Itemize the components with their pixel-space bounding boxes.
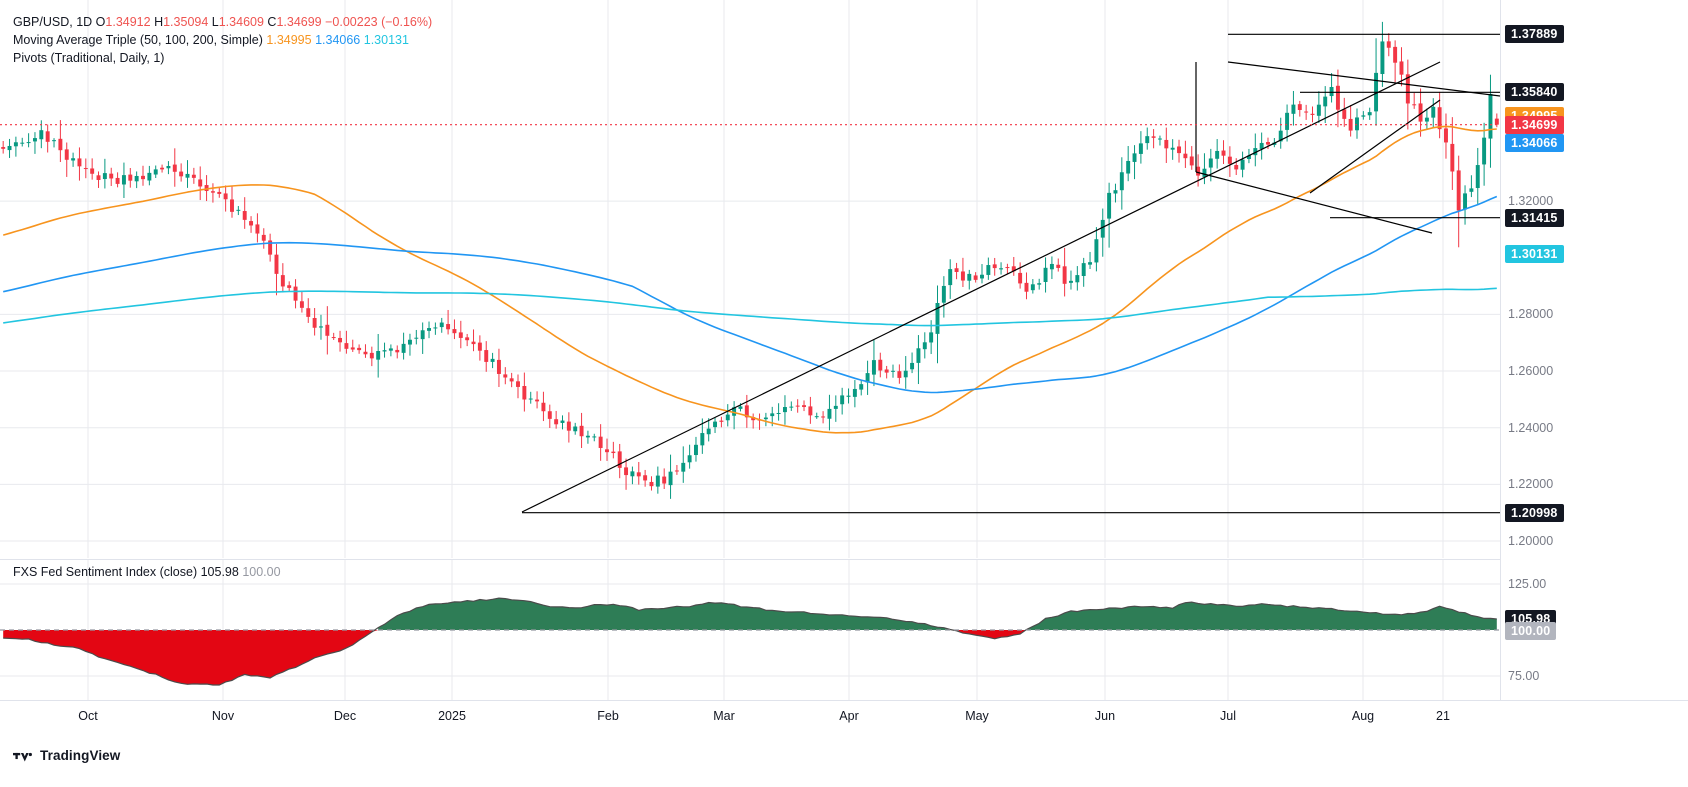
time-label-May: May [965,709,989,723]
tradingview-brand: TradingView [40,748,121,763]
sentiment-legend-title[interactable]: FXS Fed Sentiment Index (close) [13,565,198,579]
pane-divider [0,559,1500,560]
time-label-Mar: Mar [713,709,735,723]
sentiment-value: 105.98 [200,565,239,579]
ma-legend-title[interactable]: Moving Average Triple (50, 100, 200, Sim… [13,33,263,47]
main-legend[interactable]: GBP/USD, 1D O1.34912 H1.35094 L1.34609 C… [13,14,432,31]
price-tick-1.24000: 1.24000 [1508,420,1554,435]
grid-lines [0,0,1500,558]
price-badge-1.30131[interactable]: 1.30131 [1505,245,1564,264]
pivots-legend[interactable]: Pivots (Traditional, Daily, 1) [13,50,164,67]
moving-average-legend[interactable]: Moving Average Triple (50, 100, 200, Sim… [13,32,409,49]
price-badge-1.20998[interactable]: 1.20998 [1505,503,1564,522]
sentiment-tick-125.00: 125.00 [1508,576,1547,591]
sentiment-badge-100[interactable]: 100.00 [1505,622,1557,640]
ma200-value: 1.30131 [363,33,409,47]
time-label-Apr: Apr [839,709,859,723]
time-label-Jun: Jun [1094,709,1116,723]
legend-close-label: C [267,15,277,29]
legend-high-label: H [154,15,164,29]
legend-close-value: 1.34699 [276,15,322,29]
sentiment-area-series [3,597,1497,686]
sentiment-baseline-value: 100.00 [242,565,281,579]
time-label-21: 21 [1436,709,1450,723]
main-price-pane[interactable] [0,0,1688,558]
price-badge-1.37889[interactable]: 1.37889 [1505,25,1564,44]
sentiment-index-pane[interactable] [0,560,1688,700]
legend-open-value: 1.34912 [105,15,151,29]
legend-change: −0.00223 [325,15,378,29]
sentiment-tick-75.00: 75.00 [1508,669,1540,684]
price-tick-1.22000: 1.22000 [1508,477,1554,492]
legend-change-percent: (−0.16%) [381,15,433,29]
time-label-Oct: Oct [78,709,98,723]
timescale-divider [0,700,1688,701]
price-tick-1.26000: 1.26000 [1508,364,1554,379]
time-label-Nov: Nov [211,709,235,723]
legend-open-label: O [95,15,106,29]
tradingview-logo-icon [13,752,32,762]
trendline-drawings [521,61,1500,513]
ma50-value: 1.34995 [266,33,312,47]
sentiment-plot [0,560,1500,700]
time-label-Dec: Dec [333,709,357,723]
moving-average-series [2,125,1498,434]
scale-divider [1500,0,1501,700]
legend-low-label: L [211,15,219,29]
price-level-lines [0,33,1500,514]
time-label-2025: 2025 [438,709,466,723]
price-tick-1.20000: 1.20000 [1508,534,1554,548]
sentiment-legend[interactable]: FXS Fed Sentiment Index (close) 105.98 1… [13,564,281,580]
legend-symbol[interactable]: GBP/USD, 1D [13,15,93,29]
price-badge-1.34066[interactable]: 1.34066 [1505,133,1564,152]
time-label-Feb: Feb [597,709,619,723]
time-label-Aug: Aug [1351,709,1375,723]
price-tick-1.28000: 1.28000 [1508,307,1554,322]
tradingview-footer: TradingView [13,748,120,763]
price-scale[interactable]: 1.32000 1.28000 1.26000 1.24000 1.22000 1.200… [1500,0,1688,700]
price-badge-1.31415[interactable]: 1.31415 [1505,208,1564,227]
legend-low-value: 1.34609 [218,15,264,29]
price-badge-1.34699[interactable]: 1.34699 [1505,115,1564,134]
time-scale[interactable]: Oct Nov Dec 2025 Feb Mar Apr May Jun Jul Aug 21 [0,701,1688,743]
legend-high-value: 1.35094 [163,15,209,29]
ma100-value: 1.34066 [315,33,361,47]
pivots-legend-title[interactable]: Pivots (Traditional, Daily, 1) [13,51,165,65]
time-label-Jul: Jul [1220,709,1236,723]
price-plot [0,0,1500,558]
price-badge-1.35840[interactable]: 1.35840 [1505,83,1564,102]
price-tick-1.32000: 1.32000 [1508,194,1554,209]
